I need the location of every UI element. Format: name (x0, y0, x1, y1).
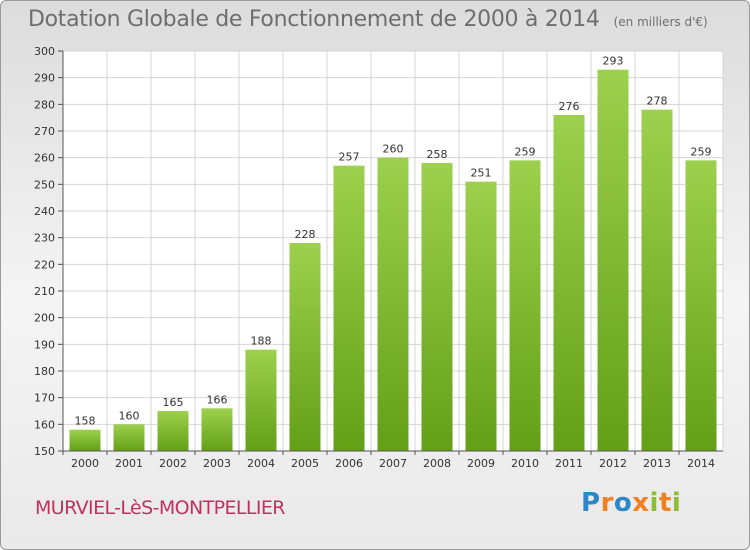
bar-2007 (377, 157, 409, 451)
bar-2004 (245, 349, 277, 451)
proxiti-logo: Proxiti (581, 488, 681, 518)
logo-letter: i (671, 488, 682, 518)
bar-2013 (641, 109, 673, 452)
data-label-2001: 160 (119, 409, 140, 422)
bar-2002 (157, 411, 189, 451)
bars (69, 69, 717, 452)
bar-2003 (201, 408, 233, 451)
bar-2000 (69, 429, 101, 451)
data-label-2012: 293 (603, 55, 624, 68)
y-tick-label: 230 (34, 232, 55, 245)
data-label-2002: 165 (163, 396, 184, 409)
unit-label: (en milliers d'€) (613, 15, 708, 29)
y-tick-label: 160 (34, 418, 55, 431)
x-tick-label-2006: 2006 (335, 457, 363, 470)
data-label-2000: 158 (75, 415, 96, 428)
bar-2001 (113, 424, 145, 451)
y-tick-label: 270 (34, 125, 55, 138)
data-label-2005: 228 (295, 228, 316, 241)
bar-2011 (553, 115, 585, 451)
x-tick-label-2012: 2012 (599, 457, 627, 470)
data-label-2004: 188 (251, 335, 272, 348)
logo-letter: o (613, 488, 633, 518)
logo-letter: i (649, 488, 659, 518)
y-tick-label: 180 (34, 365, 55, 378)
bar-2014 (685, 160, 717, 452)
x-tick-label-2001: 2001 (115, 457, 143, 470)
data-label-2011: 276 (559, 100, 580, 113)
data-label-2003: 166 (207, 393, 228, 406)
bar-2008 (421, 163, 453, 451)
x-tick-label-2008: 2008 (423, 457, 451, 470)
y-tick-label: 280 (34, 98, 55, 111)
y-tick-label: 240 (34, 205, 55, 218)
bar-2005 (289, 243, 321, 451)
x-tick-label-2002: 2002 (159, 457, 187, 470)
data-label-2013: 278 (647, 95, 668, 108)
bar-2012 (597, 69, 629, 452)
x-tick-label-2004: 2004 (247, 457, 275, 470)
y-tick-label: 290 (34, 72, 55, 85)
y-tick-label: 200 (34, 312, 55, 325)
logo-letter: r (600, 488, 614, 518)
y-tick-label: 190 (34, 338, 55, 351)
logo-letter: x (632, 488, 650, 518)
labels: 150 160 170 180 190 200 210 220 230 240 250 260 270 2… (34, 45, 715, 470)
data-label-2014: 259 (691, 145, 712, 158)
data-label-2006: 257 (339, 151, 360, 164)
axes (58, 50, 723, 455)
commune-name: MURVIEL-LèS-MONTPELLIER (35, 497, 285, 519)
x-tick-label-2009: 2009 (467, 457, 495, 470)
y-tick-label: 250 (34, 178, 55, 191)
data-label-2009: 251 (471, 167, 492, 180)
bar-2009 (465, 181, 497, 451)
y-tick-label: 260 (34, 152, 55, 165)
bar-2010 (509, 160, 541, 452)
bar-2006 (333, 165, 365, 451)
data-label-2007: 260 (383, 143, 404, 156)
y-tick-label: 210 (34, 285, 55, 298)
x-tick-label-2005: 2005 (291, 457, 319, 470)
y-tick-label: 170 (34, 392, 55, 405)
y-tick-label: 220 (34, 258, 55, 271)
x-tick-label-2010: 2010 (511, 457, 539, 470)
x-tick-label-2014: 2014 (687, 457, 715, 470)
y-tick-label: 300 (34, 45, 55, 58)
y-tick-label: 150 (34, 445, 55, 458)
data-label-2008: 258 (427, 148, 448, 161)
x-tick-label-2011: 2011 (555, 457, 583, 470)
x-tick-label-2013: 2013 (643, 457, 671, 470)
chart-title-text: Dotation Globale de Fonctionnement de 20… (28, 7, 600, 32)
chart-title: Dotation Globale de Fonctionnement de 20… (28, 7, 708, 32)
x-tick-label-2000: 2000 (71, 457, 99, 470)
x-tick-label-2003: 2003 (203, 457, 231, 470)
logo-letter: P (581, 488, 601, 518)
x-tick-label-2007: 2007 (379, 457, 407, 470)
logo-letter: t (658, 488, 672, 518)
data-label-2010: 259 (515, 145, 536, 158)
